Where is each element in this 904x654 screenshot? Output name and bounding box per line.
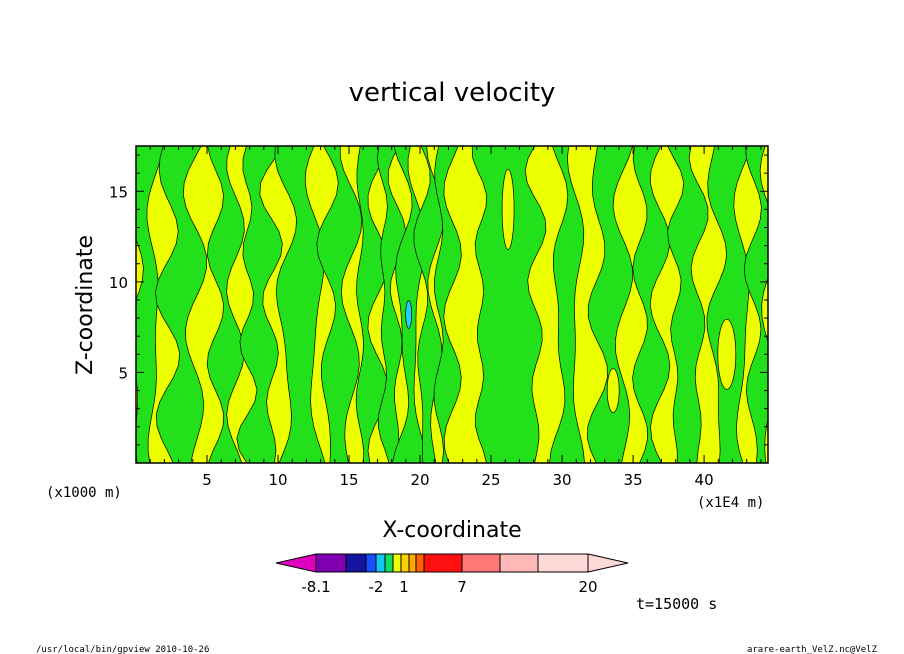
colorbar-segment xyxy=(499,553,539,573)
colorbar-label: -8.1 xyxy=(301,578,330,596)
y-tick-label: 5 xyxy=(118,364,128,382)
time-label: t=15000 s xyxy=(636,595,717,613)
x-tick-label: 30 xyxy=(553,471,572,489)
x-tick-label: 20 xyxy=(410,471,429,489)
plot-frame xyxy=(135,145,769,464)
colorbar-max-arrow xyxy=(587,553,629,573)
contour-band xyxy=(236,146,283,463)
contour-band xyxy=(316,146,363,463)
colorbar-segment xyxy=(392,553,402,573)
contour-band xyxy=(549,146,585,463)
colorbar-segment xyxy=(415,553,425,573)
contour-band xyxy=(433,146,462,463)
contour-pocket xyxy=(717,318,737,390)
colorbar-segment xyxy=(384,553,394,573)
contour-band xyxy=(706,146,752,463)
plot-area xyxy=(136,146,768,463)
colorbar-segment xyxy=(461,553,501,573)
contour-band xyxy=(471,146,547,463)
colorbar-segment xyxy=(345,553,367,573)
colorbar: -8.1 -2 1 7 20 xyxy=(275,553,629,596)
y-axis-title: Z-coordinate xyxy=(73,235,98,375)
x-units-left: (x1000 m) xyxy=(46,485,122,501)
colorbar-segment xyxy=(365,553,377,573)
footer-left: /usr/local/bin/gpview 2010-10-26 xyxy=(36,645,209,654)
colorbar-segment xyxy=(423,553,463,573)
x-tick-label: 10 xyxy=(268,471,287,489)
y-tick-label: 10 xyxy=(109,274,128,292)
x-units-right: (x1E4 m) xyxy=(697,495,764,511)
contour-band xyxy=(136,146,164,463)
contour-band xyxy=(743,146,768,463)
contour-band xyxy=(667,146,709,463)
contour-bands xyxy=(136,146,768,463)
x-tick-label: 25 xyxy=(482,471,501,489)
colorbar-min-arrow xyxy=(275,553,317,573)
colorbar-label: 7 xyxy=(457,578,467,596)
colorbar-label: 1 xyxy=(399,578,409,596)
y-tick-label: 15 xyxy=(109,183,128,201)
axes: 5 10 15 20 25 30 35 40 5 10 15 xyxy=(109,146,768,489)
contour-band xyxy=(155,146,207,463)
x-axis-title: X-coordinate xyxy=(382,518,521,543)
x-tick-label: 5 xyxy=(202,471,212,489)
colorbar-segment xyxy=(400,553,410,573)
colorbar-label: -2 xyxy=(369,578,384,596)
colorbar-segment xyxy=(537,553,589,573)
contour-band xyxy=(587,146,633,463)
contour-pocket xyxy=(501,169,515,250)
contour-band xyxy=(206,146,245,463)
colorbar-segment xyxy=(315,553,347,573)
colorbar-segment xyxy=(375,553,386,573)
contour-pocket xyxy=(606,368,620,413)
updraft-core xyxy=(405,300,413,329)
x-tick-label: 15 xyxy=(339,471,358,489)
footer-right: arare-earth_VelZ.nc@VelZ xyxy=(747,645,878,654)
x-tick-label: 35 xyxy=(624,471,643,489)
x-tick-label: 40 xyxy=(695,471,714,489)
colorbar-segment xyxy=(408,553,417,573)
chart-title: vertical velocity xyxy=(349,78,556,108)
colorbar-label: 20 xyxy=(578,578,597,596)
